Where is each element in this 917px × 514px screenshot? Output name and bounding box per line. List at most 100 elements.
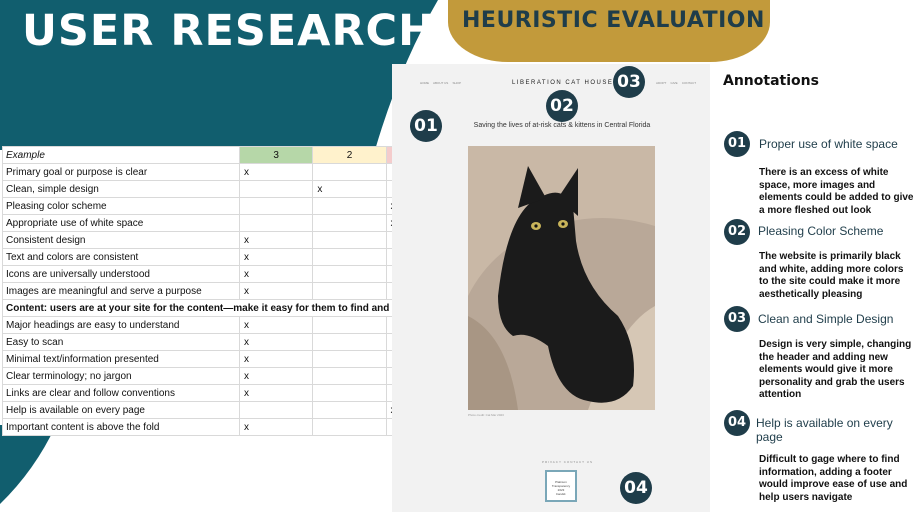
- heuristic-label-cell: Help is available on every page: [1, 401, 241, 419]
- rating-cell: [312, 265, 387, 283]
- annotation-heading: Help is available on every page: [756, 416, 893, 444]
- heuristic-label-cell: Appropriate use of white space: [1, 214, 241, 232]
- column-header-3: 3: [239, 146, 314, 164]
- table-row: Help is available on every pagex: [1, 401, 461, 419]
- rating-cell: [239, 401, 314, 419]
- rating-cell: [312, 214, 387, 232]
- site-footer-nav[interactable]: PRIVACY CONTACT US: [542, 460, 593, 464]
- table-row: Important content is above the fold x: [1, 418, 461, 436]
- site-nav-item[interactable]: HOME: [420, 81, 429, 85]
- rating-cell: x: [239, 333, 314, 351]
- page-subtitle: HEURISTIC EVALUATION: [462, 8, 765, 33]
- table-row: Appropriate use of white spacex: [1, 214, 461, 232]
- heuristic-label-cell: Minimal text/information presented: [1, 350, 241, 368]
- site-nav-item[interactable]: GIVE: [670, 81, 678, 85]
- rating-cell: [312, 418, 387, 436]
- table-row: Primary goal or purpose is clear x: [1, 163, 461, 181]
- annotation-body: There is an excess of white space, more …: [759, 167, 914, 216]
- table-row: Images are meaningful and serve a purpos…: [1, 282, 461, 300]
- rating-cell: [312, 163, 387, 181]
- badge-line: Transparency: [551, 484, 571, 488]
- heuristic-label-cell: Pleasing color scheme: [1, 197, 241, 215]
- site-nav-item[interactable]: CONTACT: [681, 81, 697, 85]
- table-row: Links are clear and follow conventions x: [1, 384, 461, 402]
- table-row: Icons are universally understood x: [1, 265, 461, 283]
- heuristic-label-cell: Consistent design: [1, 231, 241, 249]
- rating-cell: x: [312, 180, 387, 198]
- table-row: Minimal text/information presented x: [1, 350, 461, 368]
- rating-cell: [312, 350, 387, 368]
- annotation-number: 03: [724, 306, 750, 332]
- marker-04: 04: [620, 472, 652, 504]
- badge-line: Platinum: [555, 480, 567, 484]
- rating-cell: [312, 316, 387, 334]
- rating-cell: [312, 197, 387, 215]
- annotation-heading: Clean and Simple Design: [758, 312, 894, 326]
- heuristic-label-cell: Links are clear and follow conventions: [1, 384, 241, 402]
- rating-cell: x: [239, 350, 314, 368]
- table-row: Clear terminology; no jargon x: [1, 367, 461, 385]
- heuristic-label-cell: Clean, simple design: [1, 180, 241, 198]
- site-nav-item[interactable]: ABOUT US: [433, 81, 449, 85]
- rating-cell: [239, 180, 314, 198]
- page-title: USER RESEARCH: [22, 6, 436, 56]
- marker-02: 02: [546, 90, 578, 122]
- badge-line: 2023: [557, 488, 565, 492]
- heuristic-label-cell: Images are meaningful and serve a purpos…: [1, 282, 241, 300]
- site-nav-right: ADOPT GIVE CONTACT: [656, 81, 696, 85]
- badge-line: Candid.: [555, 492, 567, 496]
- table-row: Pleasing color schemex: [1, 197, 461, 215]
- marker-03: 03: [613, 66, 645, 98]
- annotation-number: 02: [724, 219, 750, 245]
- marker-01: 01: [410, 110, 442, 142]
- annotation-heading: Pleasing Color Scheme: [758, 224, 884, 238]
- annotation-body: The website is primarily black and white…: [759, 251, 904, 300]
- heuristic-label-cell: Text and colors are consistent: [1, 248, 241, 266]
- table-row: Clean, simple design x: [1, 180, 461, 198]
- rating-cell: [312, 384, 387, 402]
- table-header-row: Example 3 2 1: [1, 146, 461, 164]
- table-row: Text and colors are consistent x: [1, 248, 461, 266]
- rating-cell: x: [239, 282, 314, 300]
- rating-cell: x: [239, 265, 314, 283]
- annotation-body: Difficult to gage where to find informat…: [759, 454, 908, 503]
- rating-cell: [312, 401, 387, 419]
- rating-cell: [312, 333, 387, 351]
- rating-cell: x: [239, 384, 314, 402]
- rating-cell: x: [239, 248, 314, 266]
- annotation-body: Design is very simple, changing the head…: [759, 339, 912, 400]
- rating-cell: [239, 197, 314, 215]
- rating-cell: x: [239, 316, 314, 334]
- subtitle-banner: [448, 0, 770, 62]
- site-title: LIBERATION CAT HOUSE: [512, 80, 614, 86]
- rating-cell: [312, 367, 387, 385]
- transparency-badge: Platinum Transparency 2023 Candid.: [545, 470, 577, 502]
- photo-caption: Photo credit: Cat Mar 2023: [468, 413, 504, 417]
- rating-cell: x: [239, 418, 314, 436]
- site-nav-item[interactable]: SHOP: [452, 81, 461, 85]
- heuristic-label-cell: Primary goal or purpose is clear: [1, 163, 241, 181]
- heuristic-label-cell: Major headings are easy to understand: [1, 316, 241, 334]
- table-row: Major headings are easy to understand x: [1, 316, 461, 334]
- column-header-example: Example: [1, 146, 241, 164]
- site-nav-item[interactable]: ADOPT: [656, 81, 667, 85]
- annotation-heading: Proper use of white space: [759, 137, 898, 151]
- rating-cell: [312, 282, 387, 300]
- heuristic-label-cell: Icons are universally understood: [1, 265, 241, 283]
- cat-photo: [468, 146, 655, 410]
- section-heading-cell: Content: users are at your site for the …: [2, 299, 460, 317]
- heuristic-label-cell: Easy to scan: [1, 333, 241, 351]
- column-header-2: 2: [312, 146, 387, 164]
- site-subtitle: Saving the lives of at-risk cats & kitte…: [473, 122, 651, 129]
- rating-cell: x: [239, 367, 314, 385]
- annotations-title: Annotations: [723, 73, 819, 89]
- site-nav-left: HOME ABOUT US SHOP: [420, 81, 461, 85]
- rating-cell: x: [239, 231, 314, 249]
- annotation-number: 01: [724, 131, 750, 157]
- rating-cell: x: [239, 163, 314, 181]
- heuristic-label-cell: Clear terminology; no jargon: [1, 367, 241, 385]
- heuristic-label-cell: Important content is above the fold: [1, 418, 241, 436]
- table-row: Easy to scan x: [1, 333, 461, 351]
- rating-cell: [239, 214, 314, 232]
